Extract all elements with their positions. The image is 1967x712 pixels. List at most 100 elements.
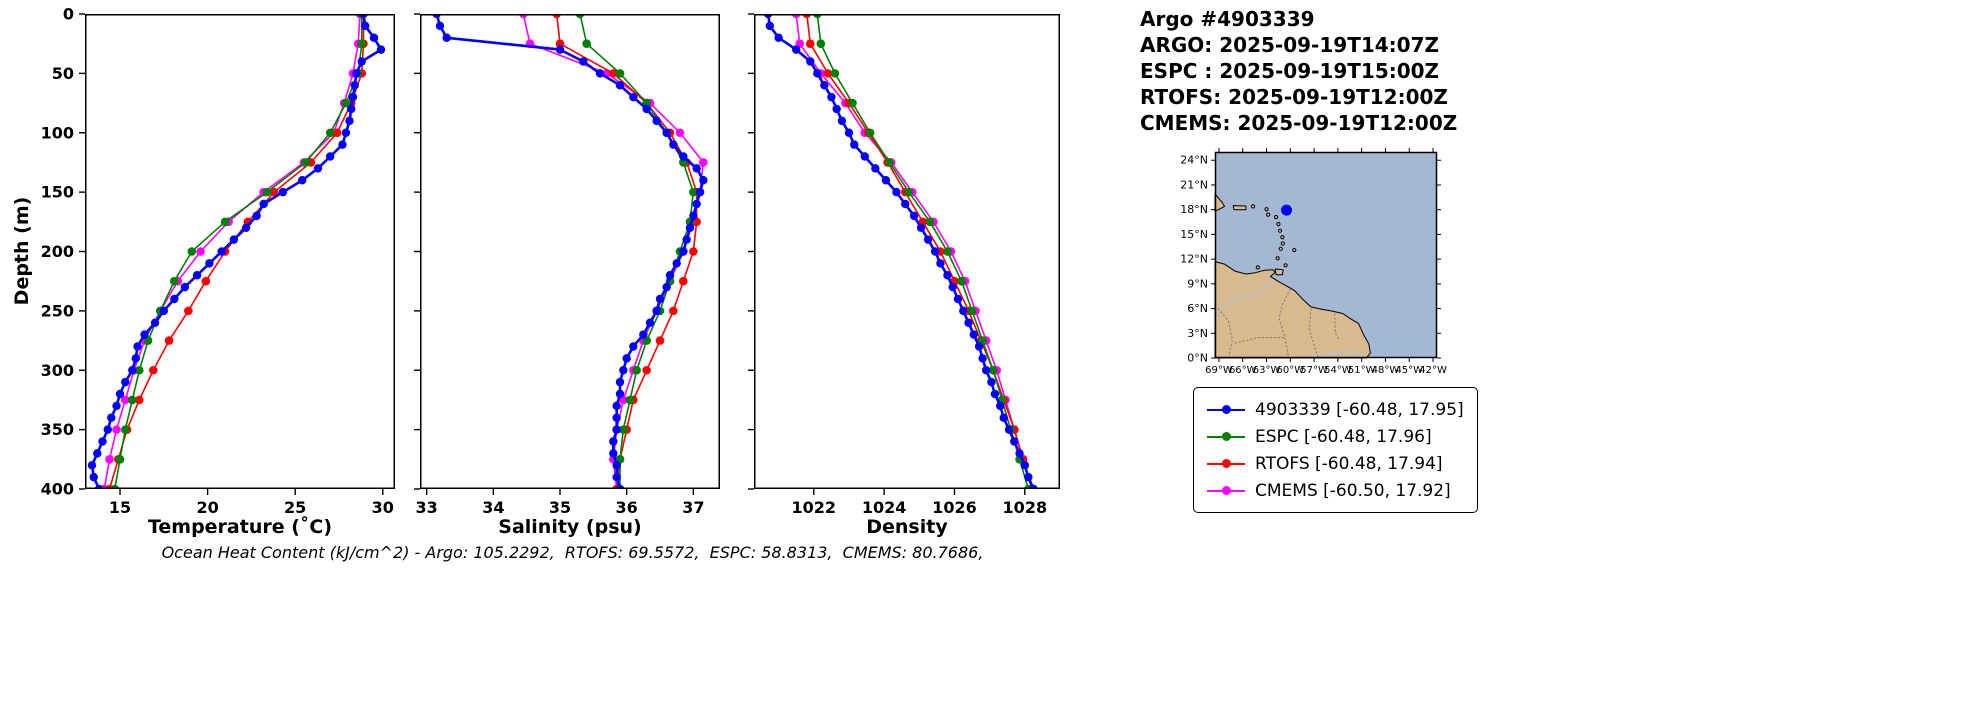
argo-timestamp: ARGO: 2025-09-19T14:07Z bbox=[1140, 33, 1439, 57]
series-4903339 bbox=[763, 14, 1038, 489]
legend: 4903339 [-60.48, 17.95] ESPC [-60.48, 17… bbox=[1193, 387, 1478, 513]
cmems-timestamp: CMEMS: 2025-09-19T12:00Z bbox=[1140, 111, 1458, 135]
svg-text:35: 35 bbox=[549, 498, 571, 517]
map-border bbox=[1334, 313, 1340, 341]
svg-text:400: 400 bbox=[41, 480, 74, 499]
svg-text:350: 350 bbox=[41, 420, 74, 439]
svg-text:150: 150 bbox=[41, 183, 74, 202]
series-espc bbox=[813, 14, 1033, 489]
map-island bbox=[1232, 205, 1247, 211]
series-rtofs bbox=[105, 14, 368, 489]
svg-text:24°N: 24°N bbox=[1180, 154, 1208, 167]
legend-label-rtofs: RTOFS [-60.48, 17.94] bbox=[1255, 453, 1443, 474]
header-block: Argo #4903339 ARGO: 2025-09-19T14:07Z ES… bbox=[1140, 6, 1457, 136]
svg-text:100: 100 bbox=[41, 123, 74, 142]
svg-text:42°W: 42°W bbox=[1419, 365, 1447, 376]
svg-text:0: 0 bbox=[63, 5, 74, 24]
svg-text:25: 25 bbox=[284, 498, 306, 517]
svg-text:6°N: 6°N bbox=[1187, 302, 1208, 315]
svg-text:300: 300 bbox=[41, 361, 74, 380]
map-border bbox=[1216, 306, 1233, 359]
svg-text:12°N: 12°N bbox=[1180, 253, 1208, 266]
rtofs-timestamp: RTOFS: 2025-09-19T12:00Z bbox=[1140, 85, 1448, 109]
legend-marker-rtofs bbox=[1207, 459, 1245, 469]
svg-text:20: 20 bbox=[196, 498, 218, 517]
svg-text:63°W: 63°W bbox=[1253, 365, 1281, 376]
map-island bbox=[1266, 212, 1271, 217]
svg-text:60°W: 60°W bbox=[1277, 365, 1305, 376]
svg-text:0°N: 0°N bbox=[1187, 352, 1208, 365]
svg-text:30: 30 bbox=[372, 498, 394, 517]
salinity-profile-chart: 33 34 35 36 37 bbox=[414, 13, 720, 517]
float-location-marker bbox=[1281, 204, 1293, 216]
legend-marker-cmems bbox=[1207, 486, 1245, 496]
location-map: 69°W66°W63°W60°W57°W54°W51°W48°W45°W42°W… bbox=[1180, 148, 1447, 376]
map-island bbox=[1274, 268, 1284, 276]
map-island bbox=[1292, 247, 1297, 253]
svg-text:54°W: 54°W bbox=[1324, 365, 1352, 376]
legend-label-4903339: 4903339 [-60.48, 17.95] bbox=[1255, 399, 1464, 420]
map-border bbox=[1308, 308, 1319, 359]
series-cmems bbox=[791, 14, 1037, 489]
legend-entry-4903339: 4903339 [-60.48, 17.95] bbox=[1207, 396, 1464, 423]
map-island bbox=[1278, 246, 1283, 251]
map-island bbox=[1250, 204, 1256, 209]
map-island bbox=[1275, 256, 1280, 261]
temperature-profile-chart: 0 50 100 150 200 250 300 350 400 15 20 25 30 bbox=[41, 5, 395, 517]
legend-marker-4903339 bbox=[1207, 405, 1245, 415]
svg-text:3°N: 3°N bbox=[1187, 327, 1208, 340]
map-island bbox=[1276, 222, 1281, 227]
svg-text:18°N: 18°N bbox=[1180, 203, 1208, 216]
svg-text:66°W: 66°W bbox=[1229, 365, 1257, 376]
svg-text:200: 200 bbox=[41, 242, 74, 261]
series-espc bbox=[110, 14, 367, 489]
salinity-axis-label: Salinity (psu) bbox=[498, 516, 642, 538]
legend-entry-espc: ESPC [-60.48, 17.96] bbox=[1207, 423, 1464, 450]
temperature-axis-label: Temperature (˚C) bbox=[147, 516, 333, 538]
svg-text:36: 36 bbox=[616, 498, 638, 517]
svg-text:15°N: 15°N bbox=[1180, 228, 1208, 241]
map-island bbox=[1280, 241, 1285, 246]
legend-entry-cmems: CMEMS [-60.50, 17.92] bbox=[1207, 477, 1464, 504]
svg-text:34: 34 bbox=[482, 498, 504, 517]
ocean-heat-content-note: Ocean Heat Content (kJ/cm^2) - Argo: 105… bbox=[161, 543, 984, 562]
depth-axis-label: Depth (m) bbox=[11, 196, 33, 306]
density-profile-chart: 1022 1024 1026 1028 bbox=[748, 13, 1060, 517]
series-4903339 bbox=[432, 14, 708, 489]
legend-marker-espc bbox=[1207, 432, 1245, 442]
series-4903339 bbox=[87, 14, 386, 489]
series-cmems bbox=[99, 14, 365, 489]
svg-text:250: 250 bbox=[41, 301, 74, 320]
density-axis-label: Density bbox=[866, 516, 948, 538]
espc-timestamp: ESPC : 2025-09-19T15:00Z bbox=[1140, 59, 1440, 83]
map-river bbox=[1306, 350, 1365, 358]
svg-text:48°W: 48°W bbox=[1372, 365, 1400, 376]
legend-label-cmems: CMEMS [-60.50, 17.92] bbox=[1255, 480, 1451, 501]
figure-title: Argo #4903339 bbox=[1140, 7, 1315, 31]
svg-text:9°N: 9°N bbox=[1187, 277, 1208, 290]
map-river bbox=[1216, 281, 1273, 316]
map-island bbox=[1273, 214, 1279, 220]
svg-text:50: 50 bbox=[52, 64, 74, 83]
svg-text:51°W: 51°W bbox=[1348, 365, 1376, 376]
svg-text:69°W: 69°W bbox=[1205, 365, 1233, 376]
legend-entry-rtofs: RTOFS [-60.48, 17.94] bbox=[1207, 450, 1464, 477]
svg-text:45°W: 45°W bbox=[1395, 365, 1423, 376]
svg-text:1022: 1022 bbox=[792, 498, 837, 517]
svg-text:15: 15 bbox=[109, 498, 131, 517]
map-island bbox=[1280, 235, 1285, 240]
legend-label-espc: ESPC [-60.48, 17.96] bbox=[1255, 426, 1432, 447]
svg-text:1026: 1026 bbox=[932, 498, 977, 517]
map-island bbox=[1277, 228, 1283, 233]
map-island bbox=[1255, 265, 1260, 270]
svg-text:33: 33 bbox=[416, 498, 438, 517]
map-island bbox=[1283, 263, 1288, 268]
svg-text:21°N: 21°N bbox=[1180, 178, 1208, 191]
map-land bbox=[1214, 261, 1371, 359]
svg-text:57°W: 57°W bbox=[1300, 365, 1328, 376]
svg-text:37: 37 bbox=[682, 498, 704, 517]
svg-text:1028: 1028 bbox=[1003, 498, 1048, 517]
svg-text:1024: 1024 bbox=[862, 498, 907, 517]
map-border bbox=[1234, 336, 1285, 344]
